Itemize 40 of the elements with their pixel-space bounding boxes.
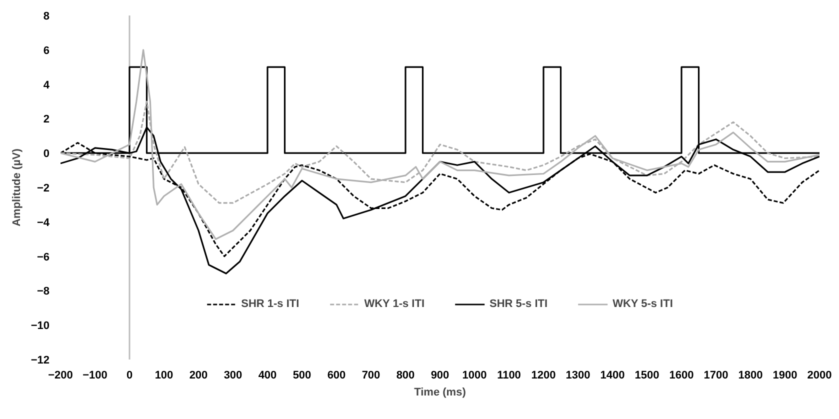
x-tick-label: 0 [126, 370, 133, 382]
x-tick-label: 1600 [669, 370, 694, 382]
x-tick-label: 900 [430, 370, 450, 382]
y-tick-label: 0 [43, 148, 50, 160]
x-tick-label: 200 [189, 370, 208, 382]
x-tick-label: 600 [327, 370, 346, 382]
x-tick-label: 1900 [772, 370, 798, 382]
x-tick-label: 1100 [497, 370, 521, 382]
legend-label: SHR 1-s ITI [241, 298, 300, 310]
x-tick-label: 1800 [738, 370, 763, 382]
x-tick-label: 500 [292, 370, 312, 382]
y-tick-label: −2 [36, 182, 50, 194]
y-tick-label: −8 [36, 286, 50, 298]
y-axis-title: Amplitude (µV) [10, 148, 23, 226]
x-tick-label: 1700 [704, 370, 728, 382]
x-tick-label: −100 [82, 370, 108, 382]
x-tick-label: 800 [396, 370, 415, 382]
y-tick-label: 8 [43, 10, 50, 22]
y-tick-label: −10 [30, 320, 50, 332]
x-axis-title: Time (ms) [414, 386, 466, 398]
x-tick-label: 400 [258, 370, 277, 382]
x-tick-label: 1300 [566, 370, 590, 382]
x-tick-label: 700 [362, 370, 380, 382]
x-tick-label: 1500 [634, 370, 660, 382]
y-tick-label: 2 [43, 114, 50, 126]
x-tick-label: 1200 [531, 370, 556, 382]
legend-label: WKY 1-s ITI [364, 298, 424, 310]
legend-label: WKY 5-s ITI [612, 298, 673, 310]
x-tick-label: 1400 [600, 370, 625, 382]
x-tick-label: 100 [154, 370, 174, 382]
legend-label: SHR 5-s ITI [490, 298, 548, 310]
x-tick-label: −200 [48, 370, 73, 382]
x-tick-label: 1000 [462, 370, 487, 382]
y-tick-label: −6 [36, 251, 50, 264]
y-tick-label: −12 [30, 354, 50, 366]
x-tick-label: 2000 [807, 370, 832, 382]
y-tick-label: 6 [43, 44, 50, 57]
x-tick-label: 300 [224, 370, 242, 382]
y-tick-label: 4 [43, 79, 50, 92]
y-tick-label: −4 [36, 216, 50, 229]
